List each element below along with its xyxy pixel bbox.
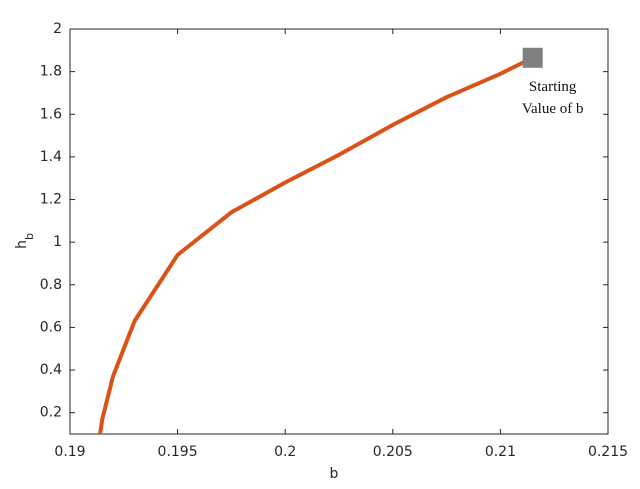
y-axis-label-sub: b (23, 233, 36, 240)
y-tick-label: 1.6 (40, 106, 62, 122)
y-tick-label: 2 (53, 21, 62, 37)
y-axis-label: h (14, 240, 30, 249)
y-axis-label-group: h b (14, 233, 36, 249)
x-tick-label: 0.195 (158, 444, 198, 460)
plot-area (69, 28, 609, 435)
x-tick-label: 0.205 (373, 444, 413, 460)
annotation: Starting (529, 79, 577, 95)
x-tick-label: 0.19 (54, 444, 85, 460)
x-tick-label: 0.2 (274, 444, 296, 460)
y-tick-label: 1.8 (40, 64, 62, 80)
curve (98, 56, 534, 435)
y-tick-label: 1 (53, 234, 62, 250)
y-tick-label: 0.6 (40, 319, 62, 335)
y-tick-label: 0.4 (40, 362, 62, 378)
y-tick-label: 0.8 (40, 277, 62, 293)
y-tick-label: 1.4 (40, 149, 62, 165)
start-marker (522, 47, 543, 68)
annotation: Value of b (522, 101, 584, 117)
y-tick-label: 1.2 (40, 192, 62, 208)
x-tick-label: 0.21 (485, 444, 516, 460)
x-axis-label: b (330, 466, 339, 482)
x-tick-label: 0.215 (588, 444, 628, 460)
y-tick-label: 0.2 (40, 405, 62, 421)
